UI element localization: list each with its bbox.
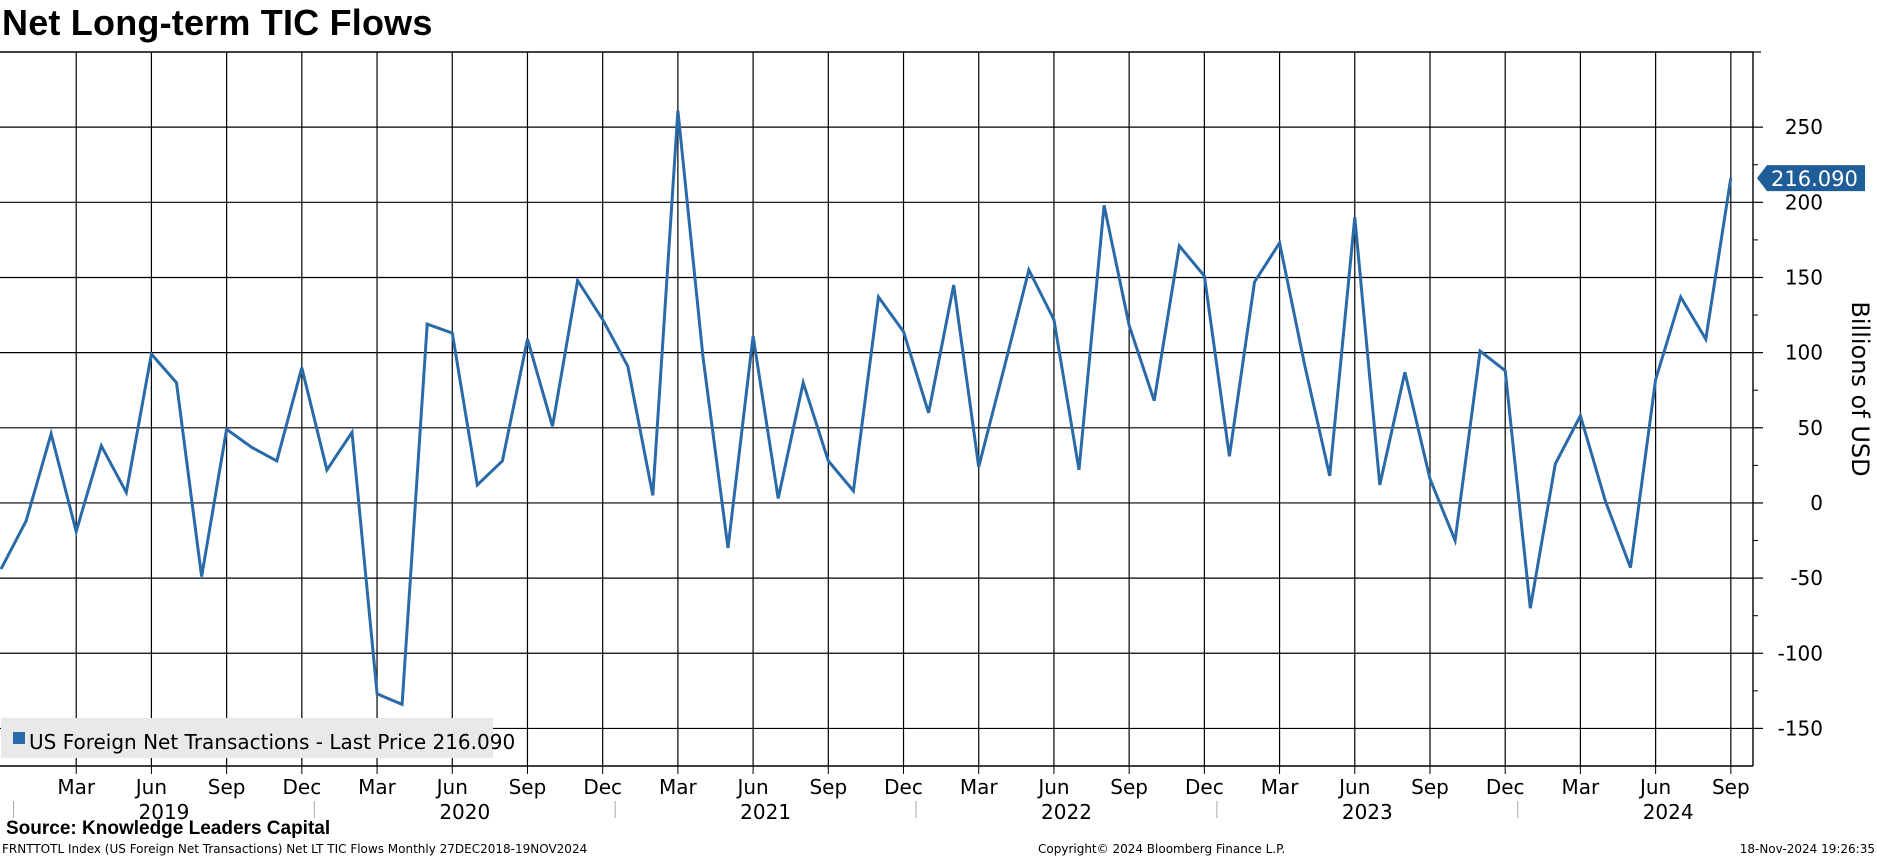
last-value-tag-group: 216.090: [1757, 165, 1865, 192]
x-month-label: Sep: [1110, 775, 1148, 799]
y-tick-label: 250: [1785, 115, 1823, 139]
x-month-label: Mar: [960, 775, 999, 799]
footer-timestamp: 18-Nov-2024 19:26:35: [1739, 842, 1875, 856]
y-tick-label: 50: [1798, 416, 1823, 440]
x-month-label: Dec: [1185, 775, 1224, 799]
x-month-label: Sep: [1712, 775, 1750, 799]
legend-box: [1, 718, 493, 758]
x-axis: Mar Jun Sep Dec Mar Jun Sep Dec Mar Jun Sep Dec Mar J…: [13, 766, 1750, 824]
x-month-label: Mar: [1261, 775, 1300, 799]
plot-frame: [0, 51, 1754, 767]
source-note: Source: Knowledge Leaders Capital: [6, 818, 331, 839]
x-month-label: Mar: [1562, 775, 1601, 799]
y-axis: 250 200 150 100 50 0 -50 -100 -150 Billions of US…: [1753, 51, 1874, 740]
x-year-label: 2019: [139, 800, 190, 824]
x-month-label: Dec: [1486, 775, 1525, 799]
x-month-label: Jun: [1337, 775, 1370, 799]
x-month-label: Sep: [1411, 775, 1449, 799]
x-month-label: Jun: [134, 775, 167, 799]
x-year-label: 2021: [740, 800, 791, 824]
x-year-label: 2020: [439, 800, 490, 824]
chart-title: Net Long-term TIC Flows: [2, 2, 433, 43]
footer-series-info: FRNTTOTL Index (US Foreign Net Transacti…: [2, 842, 588, 856]
x-month-label: Dec: [583, 775, 622, 799]
grid-lines: [0, 52, 1753, 766]
y-tick-label: -100: [1778, 641, 1823, 665]
series-layer: [0, 110, 1733, 707]
y-tick-label: 0: [1810, 491, 1823, 515]
x-month-label: Dec: [282, 775, 321, 799]
x-month-label: Sep: [208, 775, 246, 799]
x-year-label: 2024: [1643, 800, 1694, 824]
x-month-label: Jun: [1036, 775, 1069, 799]
series-line-us-foreign-net-transactions: [0, 110, 1733, 707]
footer-copyright: Copyright© 2024 Bloomberg Finance L.P.: [1038, 842, 1286, 856]
y-tick-label: 200: [1785, 190, 1823, 214]
y-tick-label: 100: [1785, 341, 1823, 365]
x-month-label: Dec: [884, 775, 923, 799]
legend-label: US Foreign Net Transactions - Last Price…: [29, 730, 515, 754]
x-month-label: Jun: [735, 775, 768, 799]
last-value-label: 216.090: [1771, 167, 1858, 191]
y-tick-label: -50: [1790, 566, 1823, 590]
x-month-label: Mar: [57, 775, 96, 799]
last-value-tag: [1757, 165, 1865, 192]
x-year-label: 2022: [1041, 800, 1092, 824]
y-tick-label: -150: [1778, 716, 1823, 740]
y-axis-label: Billions of USD: [1846, 301, 1874, 476]
legend: US Foreign Net Transactions - Last Price…: [1, 718, 515, 758]
x-month-label: Jun: [1638, 775, 1671, 799]
x-year-label: 2023: [1342, 800, 1393, 824]
x-month-label: Mar: [358, 775, 397, 799]
x-month-label: Sep: [809, 775, 847, 799]
legend-swatch: [13, 732, 25, 744]
x-month-label: Sep: [509, 775, 547, 799]
y-tick-label: 150: [1785, 265, 1823, 289]
x-month-label: Jun: [435, 775, 468, 799]
x-month-label: Mar: [659, 775, 698, 799]
